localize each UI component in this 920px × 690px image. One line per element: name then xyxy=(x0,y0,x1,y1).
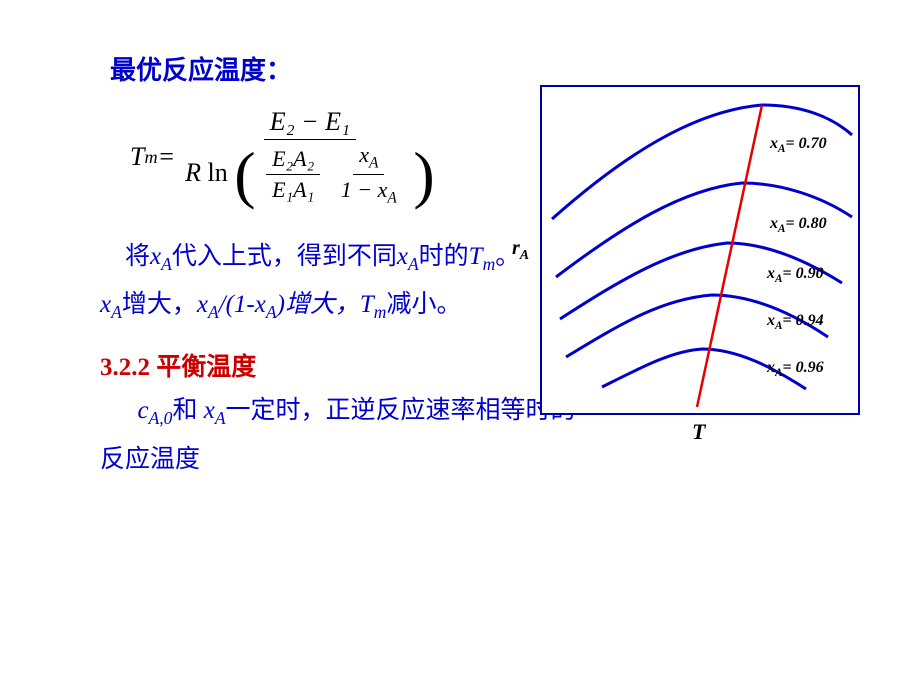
eq-rparen: ) xyxy=(413,143,434,207)
eq-inner-frac-right: xA 1 − xA xyxy=(335,142,403,208)
eq-lhs-var: T xyxy=(130,142,144,172)
eq-inner-num-left: E₂A₂ xyxy=(266,146,320,175)
curve-label: xA= 0.70 xyxy=(770,135,827,155)
curve-label: xA= 0.94 xyxy=(767,312,824,332)
eq-numerator: E₂ − E₁ xyxy=(264,107,356,140)
eq-lhs-sub: m xyxy=(144,147,157,168)
eq-denominator: R ln ( E₂A₂ E₁A₁ xA 1 − xA ) xyxy=(179,140,440,208)
curve-label: xA= 0.80 xyxy=(770,215,827,235)
eq-den-R: R xyxy=(185,158,201,187)
chart-curve xyxy=(552,105,852,219)
chart-rate-vs-temp: rA T xA= 0.70xA= 0.80xA= 0.90xA= 0.94xA=… xyxy=(540,85,860,415)
eq-inner-den-left: E₁A₁ xyxy=(266,175,320,203)
eq-inner-frac-left: E₂A₂ E₁A₁ xyxy=(266,146,320,203)
chart-x-label: T xyxy=(692,419,705,445)
eq-inner-den-right: 1 − xA xyxy=(335,175,403,207)
eq-inner-num-right: xA xyxy=(353,142,384,175)
curve-label: xA= 0.90 xyxy=(767,265,824,285)
chart-y-label: rA xyxy=(512,237,529,264)
eq-equals: = xyxy=(158,142,176,172)
curve-label: xA= 0.96 xyxy=(767,359,824,379)
eq-den-ln: ln xyxy=(201,158,228,187)
paragraph-1: 将xA代入上式，得到不同xA时的Tm。xA增大，xA/(1-xA)增大，Tm减小… xyxy=(100,233,530,330)
paragraph-2: cA,0和 xA一定时，正逆反应速率相等时的反应温度 xyxy=(100,387,580,483)
heading-optimal-temp: 最优反应温度： xyxy=(110,50,860,87)
eq-lparen: ( xyxy=(234,143,255,207)
chart-optimal-line xyxy=(697,105,762,407)
eq-main-frac: E₂ − E₁ R ln ( E₂A₂ E₁A₁ xA 1 − xA ) xyxy=(179,107,440,208)
